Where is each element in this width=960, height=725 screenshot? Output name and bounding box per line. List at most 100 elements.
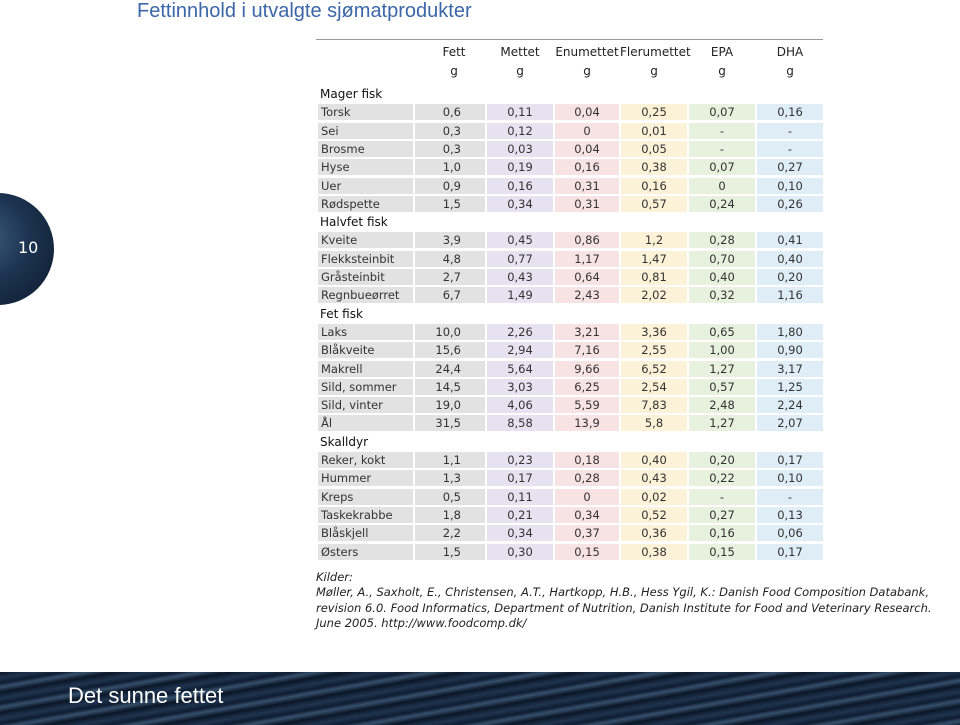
value-cell: 24,4: [415, 360, 485, 377]
column-unit: g: [583, 64, 591, 78]
value-cell: 2,54: [621, 378, 687, 395]
value-cell: 0,17: [757, 543, 823, 560]
row-label: Sei: [318, 122, 413, 139]
value-cell: 1,80: [757, 323, 823, 340]
value-cell: 3,17: [757, 360, 823, 377]
value-cell: 0,15: [555, 543, 619, 560]
row-label: Ål: [318, 415, 413, 432]
value-cell: 0,16: [757, 104, 823, 121]
sources-label: Kilder:: [316, 570, 353, 584]
value-cell: -: [689, 140, 755, 157]
value-cell: -: [689, 122, 755, 139]
value-cell: 1,27: [689, 415, 755, 432]
value-cell: 0,34: [487, 195, 553, 212]
value-cell: 0,34: [487, 525, 553, 542]
row-label: Brosme: [318, 140, 413, 157]
row-label: Reker, kokt: [318, 452, 413, 468]
value-cell: 0,65: [689, 323, 755, 340]
value-cell: 0,13: [757, 506, 823, 523]
section-title: Fet fisk: [320, 306, 363, 321]
value-cell: 0,05: [621, 140, 687, 157]
value-cell: 0,57: [689, 378, 755, 395]
value-cell: 0,9: [415, 177, 485, 194]
value-cell: 9,66: [555, 360, 619, 377]
value-cell: 0,28: [555, 470, 619, 487]
column-header: DHA: [776, 45, 804, 59]
row-label: Regnbueørret: [318, 287, 413, 304]
row-label: Kreps: [318, 488, 413, 505]
row-label: Flekksteinbit: [318, 250, 413, 267]
value-cell: 0,3: [415, 140, 485, 157]
value-cell: 0,70: [689, 250, 755, 267]
page-number: 10: [18, 238, 39, 257]
value-cell: 0,37: [555, 525, 619, 542]
value-cell: 2,07: [757, 415, 823, 432]
value-cell: 0,31: [555, 177, 619, 194]
row-label: Kveite: [318, 232, 413, 249]
value-cell: 0,04: [555, 140, 619, 157]
value-cell: 0,18: [555, 452, 619, 468]
value-cell: 0,26: [757, 195, 823, 212]
value-cell: 3,9: [415, 232, 485, 249]
value-cell: 0: [555, 122, 619, 139]
value-cell: 1,27: [689, 360, 755, 377]
value-cell: 4,8: [415, 250, 485, 267]
value-cell: 1,49: [487, 287, 553, 304]
value-cell: 14,5: [415, 378, 485, 395]
row-label: Hyse: [318, 159, 413, 176]
value-cell: 0,38: [621, 543, 687, 560]
footer-text: Det sunne fettet: [68, 683, 224, 708]
footer-band: [0, 672, 960, 725]
value-cell: 1,5: [415, 543, 485, 560]
value-cell: 0,45: [487, 232, 553, 249]
row-label: Makrell: [318, 360, 413, 377]
sources-line: Møller, A., Saxholt, E., Christensen, A.…: [316, 585, 929, 599]
value-cell: 0,17: [757, 452, 823, 468]
value-cell: 0: [555, 488, 619, 505]
value-cell: 2,02: [621, 287, 687, 304]
value-cell: 0,11: [487, 488, 553, 505]
value-cell: 0,16: [621, 177, 687, 194]
value-cell: 0,52: [621, 506, 687, 523]
value-cell: 0,6: [415, 104, 485, 121]
value-cell: 0,22: [689, 470, 755, 487]
value-cell: 0,30: [487, 543, 553, 560]
value-cell: 3,36: [621, 323, 687, 340]
column-unit: g: [450, 64, 458, 78]
value-cell: 0,36: [621, 525, 687, 542]
value-cell: 0,16: [689, 525, 755, 542]
value-cell: 0,10: [757, 470, 823, 487]
value-cell: 2,55: [621, 342, 687, 359]
value-cell: 0,28: [689, 232, 755, 249]
value-cell: 19,0: [415, 397, 485, 414]
value-cell: 0,86: [555, 232, 619, 249]
value-cell: 0,07: [689, 104, 755, 121]
value-cell: 7,83: [621, 397, 687, 414]
value-cell: 5,64: [487, 360, 553, 377]
value-cell: 4,06: [487, 397, 553, 414]
value-cell: 2,7: [415, 269, 485, 285]
value-cell: 1,25: [757, 378, 823, 395]
table-rule: [316, 39, 823, 40]
value-cell: 15,6: [415, 342, 485, 359]
section-title: Halvfet fisk: [320, 215, 388, 230]
value-cell: 7,16: [555, 342, 619, 359]
value-cell: -: [689, 488, 755, 505]
row-label: Gråsteinbit: [318, 269, 413, 285]
row-label: Taskekrabbe: [318, 506, 413, 523]
value-cell: -: [757, 122, 823, 139]
value-cell: 5,8: [621, 415, 687, 432]
value-cell: 0,23: [487, 452, 553, 468]
value-cell: 0,03: [487, 140, 553, 157]
row-label: Torsk: [318, 104, 413, 121]
row-label: Sild, sommer: [318, 378, 413, 395]
value-cell: 10,0: [415, 323, 485, 340]
value-cell: 1,17: [555, 250, 619, 267]
column-header: Enumettet: [555, 45, 619, 59]
value-cell: 0,40: [689, 269, 755, 285]
value-cell: 0,01: [621, 122, 687, 139]
row-label: Laks: [318, 323, 413, 340]
value-cell: 3,03: [487, 378, 553, 395]
value-cell: 8,58: [487, 415, 553, 432]
